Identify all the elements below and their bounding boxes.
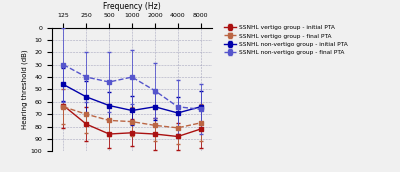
X-axis label: Frequency (Hz): Frequency (Hz) <box>103 2 161 11</box>
Y-axis label: Hearing threshold (dB): Hearing threshold (dB) <box>21 50 28 129</box>
Legend: SSNHL vertigo group - initial PTA, SSNHL vertigo group - final PTA, SSNHL non-ve: SSNHL vertigo group - initial PTA, SSNHL… <box>223 24 348 56</box>
